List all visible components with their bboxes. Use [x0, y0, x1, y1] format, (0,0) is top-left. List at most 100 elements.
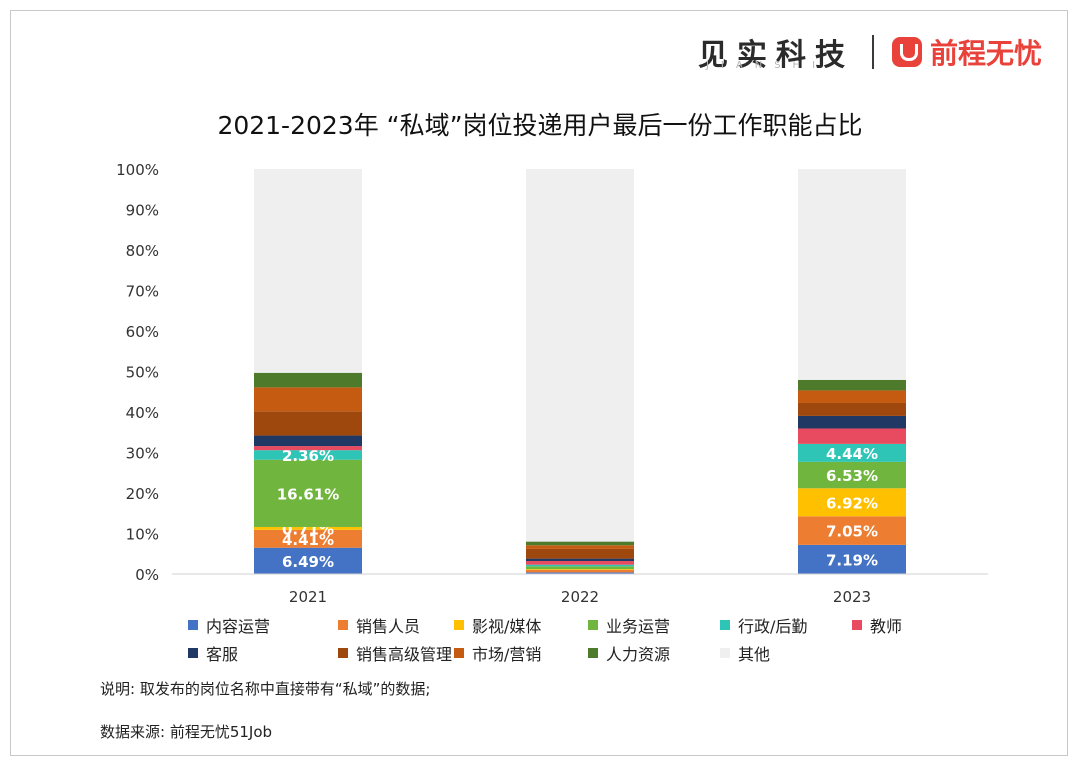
legend-label: 人力资源 [606, 645, 671, 664]
51job-name: 前程无忧 [929, 37, 1042, 70]
legend-label: 销售人员 [356, 617, 421, 636]
legend-label: 销售高级管理 [356, 645, 453, 664]
legend-swatch [588, 620, 598, 630]
legend-label: 客服 [206, 645, 239, 664]
legend-item: 销售人员 [338, 613, 420, 637]
legend-item: 影视/媒体 [454, 613, 541, 637]
bar-segment [798, 516, 906, 545]
bar-segment [254, 450, 362, 460]
y-tick-label: 50% [126, 364, 159, 382]
legend-swatch [338, 620, 348, 630]
legend-swatch [188, 620, 198, 630]
data-label: 6.49% [282, 553, 334, 571]
legend-item: 市场/营销 [454, 641, 541, 665]
bar-segment [526, 169, 634, 542]
bar-segment [254, 169, 362, 373]
bar-segment [254, 372, 362, 388]
51job-logo: 前程无忧 [891, 32, 1042, 72]
y-tick-label: 70% [126, 283, 159, 301]
y-tick-label: 80% [126, 242, 159, 260]
data-label: 16.61% [277, 485, 339, 503]
bar-segment [526, 566, 634, 570]
data-label: 4.41% [282, 531, 334, 549]
legend-label: 其他 [738, 645, 771, 664]
chart-title: 2021-2023年 “私域”岗位投递用户最后一份工作职能占比 [217, 111, 863, 140]
data-label: 6.53% [826, 467, 878, 485]
y-tick-label: 60% [126, 323, 159, 341]
jianshi-name: 见实科技 [697, 38, 854, 73]
bar-segment [526, 561, 634, 565]
jianshi-sub: JIANSHI [705, 60, 828, 71]
data-label: 7.05% [826, 523, 878, 541]
legend-label: 行政/后勤 [738, 617, 808, 636]
y-tick-label: 40% [126, 404, 159, 422]
51job-logo-icon [891, 37, 922, 67]
legend-label: 业务运营 [606, 617, 671, 636]
bar-segment [526, 569, 634, 570]
data-label: 7.19% [826, 551, 878, 569]
legend-label: 市场/营销 [472, 645, 542, 664]
data-label: 2.36% [282, 447, 334, 465]
legend-item: 教师 [852, 613, 902, 637]
bar-segment [798, 390, 906, 403]
y-tick-label: 20% [126, 485, 159, 503]
x-tick-label: 2023 [833, 588, 871, 606]
bar-segment [798, 169, 906, 380]
legend-item: 行政/后勤 [720, 613, 807, 637]
bar-segment [798, 488, 906, 517]
bar-segment [798, 443, 906, 462]
legend-item: 人力资源 [588, 641, 670, 665]
bar-segment [254, 446, 362, 451]
data-label: 6.92% [826, 494, 878, 512]
legend-swatch [588, 648, 598, 658]
legend-label: 教师 [870, 617, 903, 636]
bar-segment [798, 544, 906, 574]
y-tick-label: 90% [126, 202, 159, 220]
legend-swatch [188, 648, 198, 658]
y-tick-label: 10% [126, 526, 159, 544]
bar-segment [526, 564, 634, 567]
bar-segment [254, 435, 362, 447]
bar-segment [526, 545, 634, 549]
legend-item: 客服 [188, 641, 238, 665]
bar-segment [526, 558, 634, 562]
bar-segment [526, 572, 634, 574]
legend-item: 销售高级管理 [338, 641, 452, 665]
brand-divider [871, 35, 874, 69]
x-tick-label: 2021 [289, 588, 327, 606]
bar-segment [254, 459, 362, 527]
bar-segment [798, 415, 906, 429]
y-tick-label: 30% [126, 445, 159, 463]
legend-swatch [720, 620, 730, 630]
data-label: 4.44% [826, 445, 878, 463]
bar-segment [526, 541, 634, 546]
bar-segment [798, 461, 906, 489]
legend-swatch [720, 648, 730, 658]
bar-segment [254, 526, 362, 530]
bar-segment [254, 411, 362, 436]
legend-swatch [454, 648, 464, 658]
y-tick-label: 100% [116, 161, 159, 179]
bar-segment [254, 387, 362, 412]
bar-segment [526, 548, 634, 559]
legend-item: 其他 [720, 641, 770, 665]
legend-label: 影视/媒体 [472, 617, 542, 636]
data-source: 数据来源: 前程无忧51Job [100, 723, 273, 741]
brand-header: 见实科技 JIANSHI 前程无忧 [698, 30, 1042, 74]
bar-segment [254, 529, 362, 548]
legend-swatch [338, 648, 348, 658]
bar-segment [526, 569, 634, 573]
legend-swatch [852, 620, 862, 630]
x-tick-label: 2022 [561, 588, 599, 606]
chart-note: 说明: 取发布的岗位名称中直接带有“私域”的数据; [100, 680, 431, 698]
bar-segment [798, 379, 906, 391]
jianshi-logo: 见实科技 JIANSHI [698, 30, 854, 74]
legend-swatch [454, 620, 464, 630]
bar-segment [254, 547, 362, 574]
legend-label: 内容运营 [206, 617, 271, 636]
legend-item: 业务运营 [588, 613, 670, 637]
legend-item: 内容运营 [188, 613, 270, 637]
y-tick-label: 0% [135, 566, 159, 584]
bar-segment [798, 428, 906, 444]
